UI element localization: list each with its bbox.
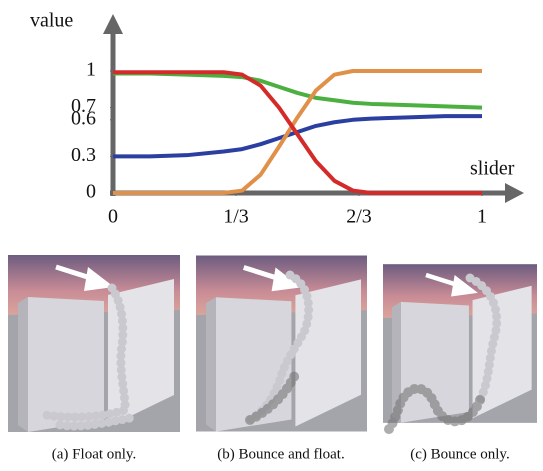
x-arrow — [505, 183, 524, 203]
x-tick-label: 1 — [477, 206, 487, 228]
line — [113, 73, 482, 107]
caption: (c) Bounce only. — [410, 446, 509, 462]
x-tick-label: 2/3 — [346, 206, 372, 228]
x-axis-label: slider — [470, 158, 515, 180]
line — [113, 72, 482, 193]
panel-c — [383, 264, 537, 430]
y-tick-label: 0 — [86, 181, 96, 203]
x-tick-label: 0 — [108, 206, 118, 228]
y-tick-label: 0.7 — [71, 95, 96, 117]
caption: (a) Float only. — [52, 446, 136, 462]
panel-a — [8, 255, 180, 432]
y-arrow — [103, 14, 123, 34]
figure: value slider 00.30.60.7101/32/31 (a) Flo… — [0, 0, 543, 471]
x-tick-label: 1/3 — [223, 206, 249, 228]
y-tick-label: 0.3 — [71, 144, 96, 166]
y-tick-label: 1 — [86, 59, 96, 81]
caption: (b) Bounce and float. — [217, 446, 344, 462]
panel-b — [196, 256, 367, 432]
y-axis-label: value — [30, 10, 73, 32]
